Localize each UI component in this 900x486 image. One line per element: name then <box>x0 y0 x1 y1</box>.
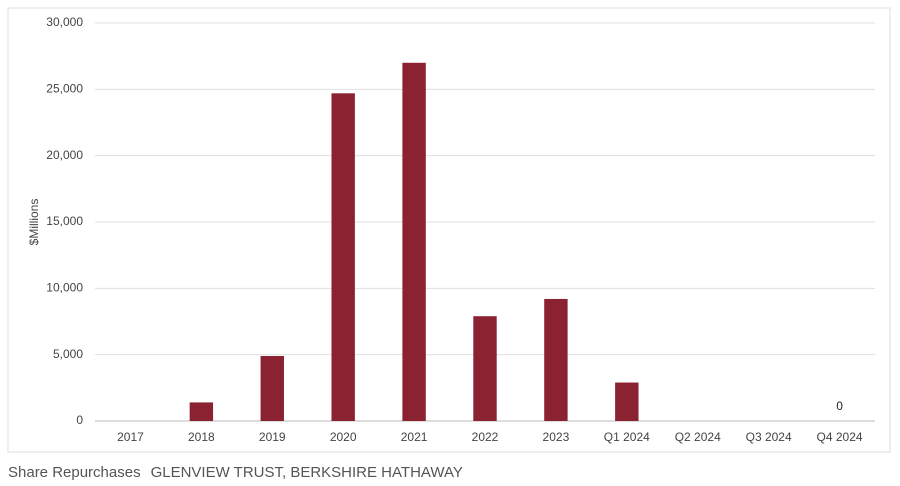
caption-title: Share Repurchases <box>8 464 141 481</box>
y-tick-label: 20,000 <box>46 148 83 162</box>
x-tick-label: 2022 <box>472 430 499 444</box>
x-tick-label: 2023 <box>543 430 570 444</box>
chart-frame <box>7 7 891 453</box>
x-tick-label: Q3 2024 <box>746 430 792 444</box>
x-tick-label: Q1 2024 <box>604 430 650 444</box>
y-tick-label: 15,000 <box>46 214 83 228</box>
bar <box>615 382 639 421</box>
x-tick-label: 2019 <box>259 430 286 444</box>
x-tick-label: 2017 <box>117 430 144 444</box>
data-label: 0 <box>836 399 843 413</box>
x-tick-label: 2020 <box>330 430 357 444</box>
bar <box>544 298 568 421</box>
y-tick-label: 5,000 <box>53 347 83 361</box>
bar <box>402 62 426 422</box>
x-tick-label: 2021 <box>401 430 428 444</box>
y-axis-label: $Millions <box>27 199 41 246</box>
bar <box>260 355 284 421</box>
bar <box>189 402 214 421</box>
bar <box>331 93 355 422</box>
y-tick-label: 30,000 <box>46 15 83 29</box>
y-tick-label: 10,000 <box>46 281 83 295</box>
x-tick-label: Q2 2024 <box>675 430 721 444</box>
y-tick-label: 0 <box>76 413 83 427</box>
caption: Share Repurchases GLENVIEW TRUST, BERKSHI… <box>8 464 473 481</box>
y-tick-label: 25,000 <box>46 82 83 96</box>
chart: $Millions 0 5,000 10,000 15,000 20,000 25,000… <box>7 7 891 453</box>
caption-source: GLENVIEW TRUST, BERKSHIRE HATHAWAY <box>150 464 463 481</box>
x-tick-label: Q4 2024 <box>817 430 863 444</box>
x-tick-label: 2018 <box>188 430 215 444</box>
bar <box>473 316 497 421</box>
